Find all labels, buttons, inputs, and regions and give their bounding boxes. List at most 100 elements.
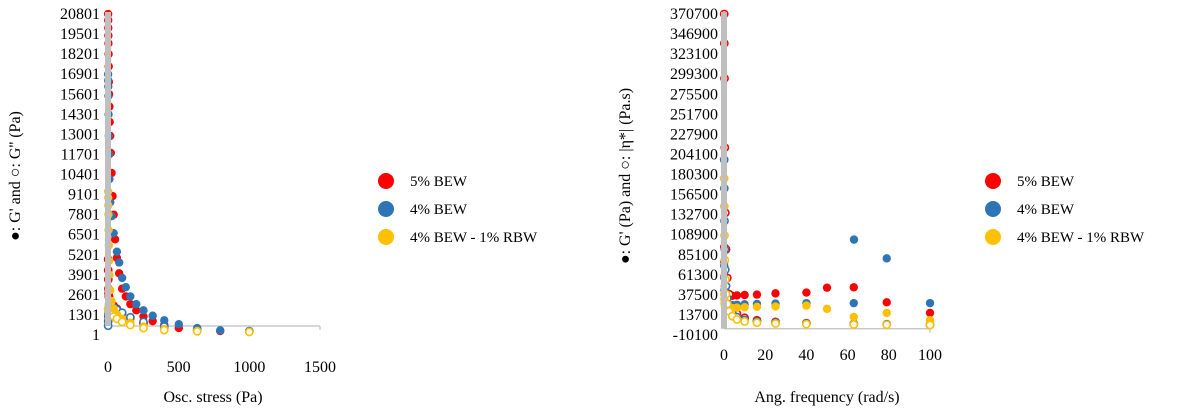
y-tick-label: 10401 <box>60 167 100 184</box>
legend-label: 4% BEW <box>410 202 468 218</box>
legend: 5% BEW 4% BEW 4% BEW - 1% RBW <box>378 173 538 246</box>
legend-marker <box>378 173 394 189</box>
y-tick-label: 204100 <box>670 146 718 163</box>
x-tick-label: 0 <box>720 347 728 364</box>
data-point-filled <box>925 308 935 318</box>
data-point-open <box>139 323 148 333</box>
data-point-filled <box>752 302 762 312</box>
series-1 <box>103 70 254 336</box>
series-0 <box>719 9 935 330</box>
y-axis-line <box>105 12 111 326</box>
x-tick-label: 60 <box>840 347 856 364</box>
data-point-filled <box>771 289 780 298</box>
data-point-filled <box>849 298 858 308</box>
data-point-open <box>244 327 254 337</box>
data-point-filled <box>802 301 811 310</box>
y-tick-label: 275500 <box>670 86 718 103</box>
data-point-filled <box>160 316 169 325</box>
y-tick-label: 346900 <box>670 26 718 43</box>
series-1 <box>719 155 935 330</box>
y-tick-label: 14301 <box>60 106 100 123</box>
data-point-filled <box>174 320 184 329</box>
data-point-filled <box>732 291 742 300</box>
y-tick-label: 323100 <box>670 46 718 63</box>
legend-marker <box>985 201 1001 217</box>
x-axis-title: Osc. stress (Pa) <box>163 389 262 406</box>
y-tick-label: 132700 <box>670 207 718 224</box>
data-point-filled <box>849 283 858 292</box>
legend-label: 4% BEW - 1% RBW <box>1017 230 1145 246</box>
x-axis-title: Ang. frequency (rad/s) <box>754 389 899 406</box>
legend-label: 5% BEW <box>410 174 468 190</box>
data-point-filled <box>849 235 859 244</box>
data-point-filled <box>802 288 811 297</box>
data-point-filled <box>882 308 891 318</box>
y-tick-label: 19501 <box>60 26 100 43</box>
data-point-open <box>771 319 780 328</box>
series-2 <box>719 174 935 330</box>
x-tick-label: 40 <box>798 347 814 364</box>
data-point-open <box>125 320 135 330</box>
data-point-open <box>159 325 169 335</box>
data-point-filled <box>126 292 135 301</box>
y-tick-label: 9101 <box>68 187 100 204</box>
data-point-filled <box>882 298 891 307</box>
y-tick-label: 1 <box>92 327 100 344</box>
data-point-filled <box>132 299 141 309</box>
legend-marker <box>378 229 394 245</box>
data-point-open <box>740 317 749 326</box>
y-tick-label: 85100 <box>678 247 718 264</box>
data-point-filled <box>740 303 749 312</box>
x-tick-label: 500 <box>167 359 191 376</box>
data-point-filled <box>740 290 749 300</box>
data-point-filled <box>849 312 858 322</box>
chart-right: -10100 13700 37500 61300 85100 108900 132700 15… <box>617 6 1145 406</box>
y-axis-title: ●: G' and ○: G'' (Pa) <box>7 111 24 241</box>
y-axis-line <box>721 12 727 329</box>
data-point-filled <box>771 302 780 311</box>
y-tick-label: 16901 <box>60 66 100 83</box>
legend-marker <box>378 201 394 217</box>
data-point-open <box>882 320 892 330</box>
y-tick-label: 5201 <box>68 247 100 264</box>
y-tick-label: 299300 <box>670 66 718 83</box>
legend-marker <box>985 229 1001 245</box>
data-point-filled <box>112 247 122 256</box>
data-point-filled <box>822 304 832 314</box>
data-point-filled <box>121 282 131 292</box>
data-point-filled <box>117 273 127 283</box>
y-tick-label: 15601 <box>60 86 100 103</box>
data-point-filled <box>752 290 762 299</box>
data-point-filled <box>216 326 225 335</box>
data-point-filled <box>882 254 891 263</box>
x-tick-label: 1000 <box>233 359 265 376</box>
data-point-filled <box>132 306 141 315</box>
x-tick-label: 1500 <box>304 359 336 376</box>
legend-label: 4% BEW <box>1017 202 1075 218</box>
y-tick-label: 108900 <box>670 227 718 244</box>
y-tick-label: 227900 <box>670 126 718 143</box>
y-tick-label: 37500 <box>678 287 718 304</box>
x-tick-label: 80 <box>881 347 897 364</box>
data-point-filled <box>925 298 935 308</box>
y-tick-label: 11701 <box>61 146 100 163</box>
y-tick-label: 20801 <box>60 6 100 23</box>
data-point-filled <box>114 258 124 267</box>
data-point-open <box>117 317 127 327</box>
data-point-filled <box>822 283 832 292</box>
data-point-open <box>925 320 935 330</box>
y-tick-label: 251700 <box>670 106 718 123</box>
data-point-filled <box>148 311 157 320</box>
x-tick-label: 0 <box>104 359 112 376</box>
data-point-open <box>732 315 742 324</box>
y-tick-label: -10100 <box>673 327 718 344</box>
legend-label: 5% BEW <box>1017 174 1075 190</box>
legend-label: 4% BEW - 1% RBW <box>410 230 538 246</box>
y-tick-label: 6501 <box>68 227 100 244</box>
data-point-filled <box>139 306 148 315</box>
legend: 5% BEW 4% BEW 4% BEW - 1% RBW <box>985 173 1145 246</box>
data-point-filled <box>126 299 135 309</box>
data-point-filled <box>732 303 742 312</box>
y-tick-label: 13700 <box>678 307 718 324</box>
